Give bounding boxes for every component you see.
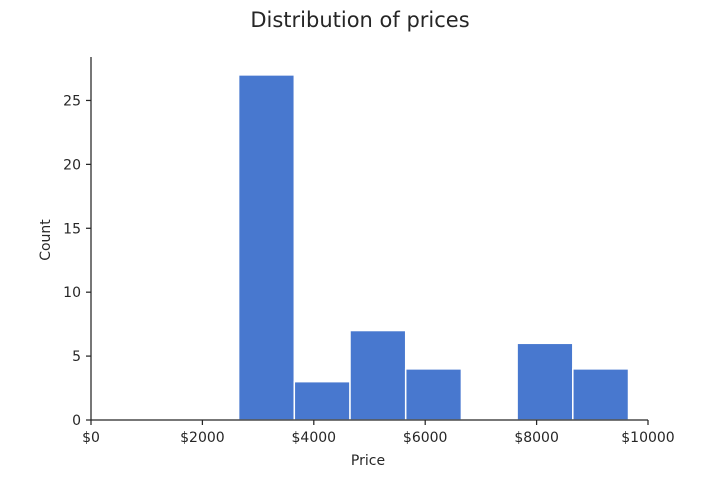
x-tick-label: $8000 [514,430,559,446]
histogram-bar [237,74,296,421]
histogram-bar [293,380,351,421]
histogram-bar [404,368,463,421]
x-ticks: $0 $2000 $4000 $6000 $8000 $10000 [82,420,675,446]
x-tick-label: $6000 [403,430,448,446]
y-tick-label: 15 [63,221,81,237]
y-tick-label: 10 [63,285,81,301]
y-tick-label: 0 [72,413,81,429]
y-tick-label: 25 [63,93,81,109]
x-tick-label: $2000 [180,430,225,446]
histogram-bar [572,368,630,421]
histogram-bar [349,329,407,421]
y-ticks: 0 5 10 15 20 25 [63,93,91,429]
y-axis-label: Count [38,219,54,261]
chart-title: Distribution of prices [250,8,469,32]
y-tick-label: 5 [72,349,81,365]
y-tick-label: 20 [63,157,81,173]
bars-layer [237,74,630,421]
x-tick-label: $4000 [292,430,337,446]
histogram-bar [516,342,574,421]
x-axis-label: Price [351,453,385,469]
x-tick-label: $0 [82,430,100,446]
x-tick-label: $10000 [621,430,674,446]
